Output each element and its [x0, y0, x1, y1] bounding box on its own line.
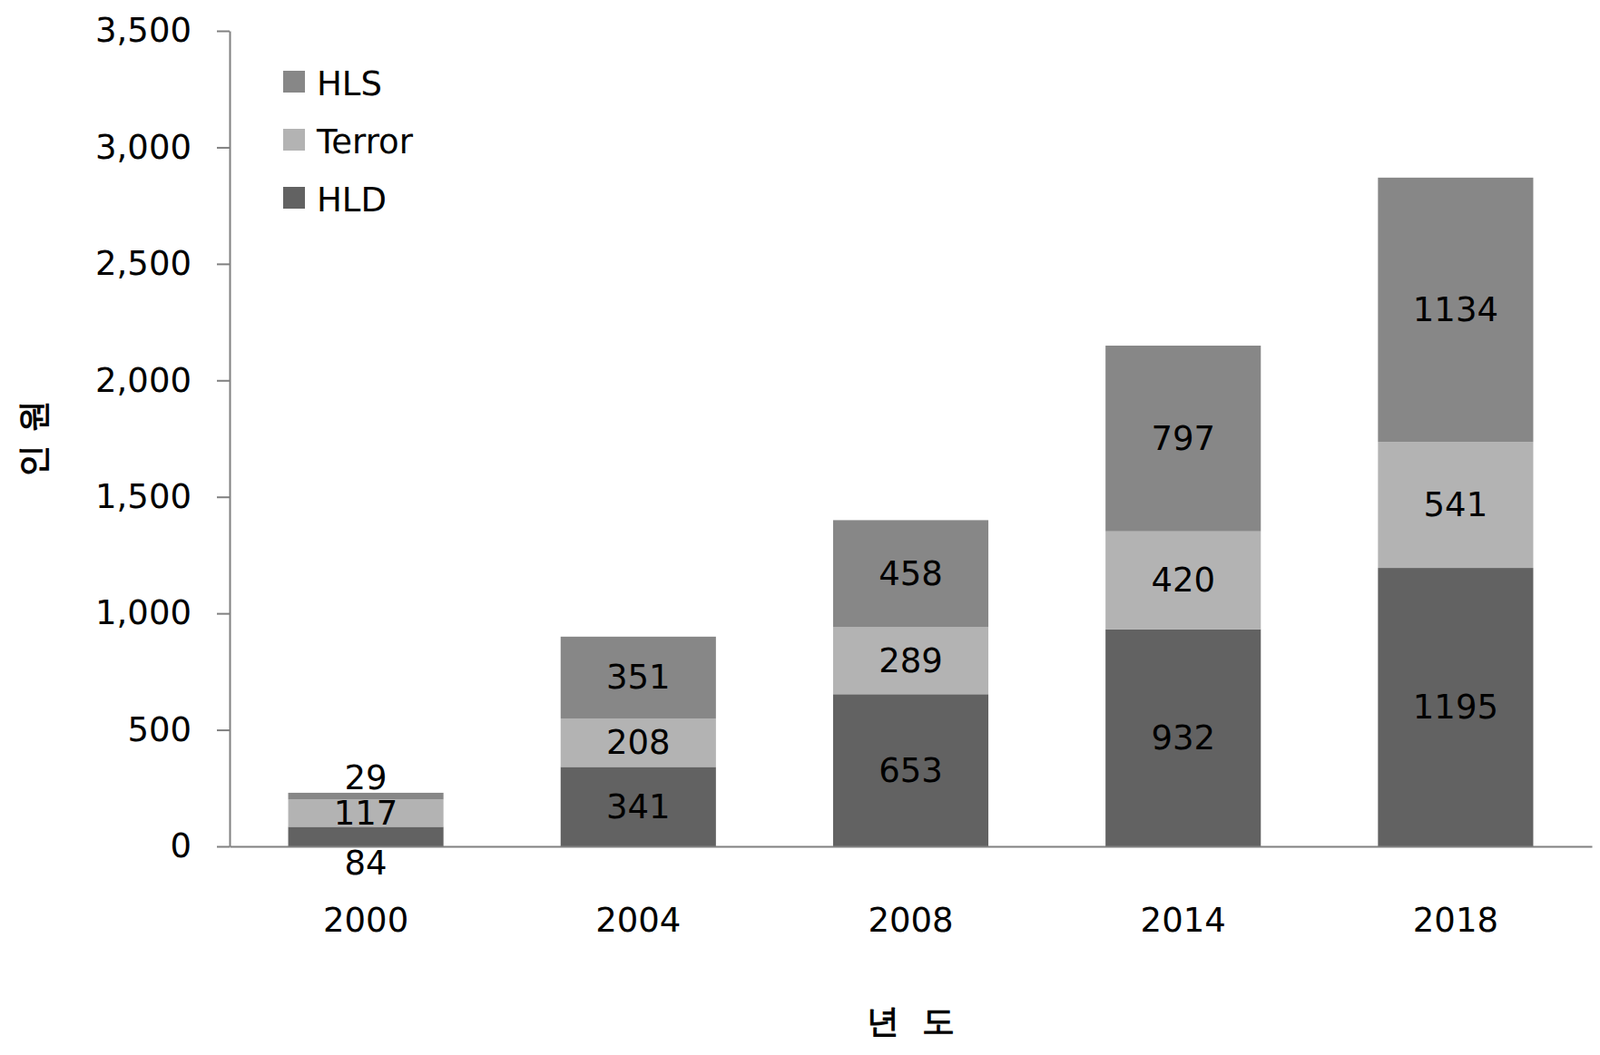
- legend-label: HLS: [316, 64, 383, 104]
- y-tick-label: 1,000: [95, 593, 192, 633]
- y-tick-mark: [216, 263, 230, 266]
- bar-segment: [833, 627, 989, 695]
- x-tick-label: 2004: [595, 901, 681, 941]
- data-label: 208: [606, 723, 671, 763]
- y-tick-mark: [216, 30, 230, 33]
- y-tick: 3,500: [95, 10, 230, 50]
- data-label: 289: [878, 641, 943, 681]
- bar-segment: [560, 637, 717, 719]
- bar-segment: [560, 718, 717, 767]
- data-label: 1134: [1413, 290, 1499, 330]
- x-axis-title: 년 도: [866, 1002, 955, 1041]
- chart: 84 11729 341 208 351 653 289 458 932 420 797 1195 54…: [0, 0, 1600, 1055]
- data-label: 653: [878, 751, 943, 791]
- y-tick-label: 2,500: [95, 244, 192, 284]
- y-tick: 500: [127, 710, 230, 750]
- bar-segment: [560, 766, 717, 847]
- bar-segment: [1105, 345, 1261, 532]
- y-tick: 2,500: [95, 244, 230, 284]
- legend-swatch: [283, 186, 305, 209]
- y-tick-label: 0: [169, 826, 192, 866]
- legend-swatch: [283, 128, 305, 151]
- y-tick-mark: [216, 846, 230, 849]
- bar-segment: [833, 694, 989, 847]
- bar-segment: [1377, 177, 1533, 442]
- y-axis-title: 인 원: [14, 400, 52, 478]
- y-tick: 3,000: [95, 127, 230, 167]
- data-label: 420: [1150, 560, 1216, 600]
- y-tick: 0: [169, 826, 230, 866]
- x-tick: 2000: [323, 846, 409, 941]
- legend-label: Terror: [315, 122, 414, 162]
- data-label: 341: [606, 787, 671, 827]
- bar-segment: [1105, 531, 1261, 630]
- data-label: 117: [333, 794, 399, 834]
- data-label: 1195: [1413, 687, 1499, 727]
- y-tick-label: 3,500: [95, 10, 192, 50]
- y-tick-mark: [216, 380, 230, 383]
- bar-segment: [1105, 629, 1261, 847]
- x-tick-label: 2008: [867, 901, 953, 941]
- bar-segment: [1377, 568, 1533, 847]
- x-tick: 2014: [1140, 846, 1227, 941]
- bars: [288, 177, 1534, 847]
- data-label: 458: [878, 554, 943, 594]
- y-tick: 1,500: [95, 477, 230, 517]
- legend-label: HLD: [316, 180, 387, 220]
- data-label: 541: [1423, 485, 1489, 525]
- y-tick-label: 500: [127, 710, 192, 750]
- y-axis-line: [229, 31, 232, 848]
- data-label: 797: [1150, 419, 1216, 459]
- legend-swatch: [283, 70, 305, 93]
- y-tick-mark: [216, 147, 230, 149]
- x-tick: 2008: [867, 846, 953, 941]
- bar-segment: [1377, 441, 1533, 569]
- y-tick-label: 2,000: [95, 361, 192, 401]
- bar-segment: [833, 520, 989, 628]
- x-tick-label: 2018: [1413, 901, 1499, 941]
- y-tick-mark: [216, 729, 230, 732]
- y-tick-mark: [216, 496, 230, 499]
- y-tick-label: 3,000: [95, 127, 192, 167]
- data-label: 29: [344, 758, 388, 798]
- y-tick-label: 1,500: [95, 477, 192, 517]
- plot: 84 11729 341 208 351 653 289 458 932 420 797 1195 54…: [95, 10, 1592, 941]
- data-label: 84: [344, 844, 388, 884]
- legend: HLS Terror HLD: [283, 64, 414, 220]
- y-tick: 1,000: [95, 593, 230, 633]
- x-tick: 2004: [595, 846, 681, 941]
- x-tick-label: 2014: [1140, 901, 1227, 941]
- data-label: 932: [1150, 718, 1216, 758]
- data-label: 351: [606, 657, 671, 697]
- y-tick: 2,000: [95, 361, 230, 401]
- x-tick: 2018: [1413, 846, 1499, 941]
- y-tick-mark: [216, 613, 230, 616]
- data-labels: 84 11729 341 208 351 653 289 458 932 420 797 1195 54…: [333, 290, 1499, 884]
- x-tick-label: 2000: [323, 901, 409, 941]
- x-axis-line: [230, 846, 1593, 849]
- x-axis: 2000 2004 2008 2014 2018: [230, 846, 1593, 941]
- y-axis: 0 500 1,000 1,500 2,000 2,500 3,000 3,500: [95, 10, 230, 866]
